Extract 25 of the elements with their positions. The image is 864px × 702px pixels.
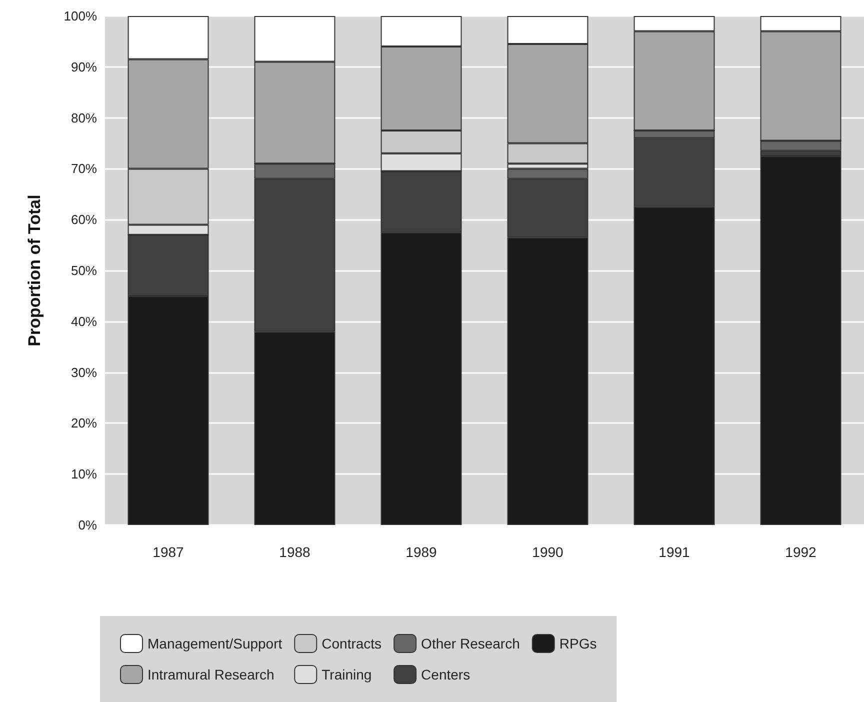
legend-label: Management/Support: [148, 636, 282, 652]
y-tick-label: 30%: [70, 364, 98, 380]
x-tick-label: 1989: [406, 544, 438, 560]
x-tick-label: 1992: [785, 544, 817, 560]
legend-label: Contracts: [322, 636, 382, 652]
legend-label: Other Research: [421, 636, 520, 652]
y-tick-label: 80%: [70, 110, 98, 126]
y-tick-label: 70%: [70, 161, 98, 176]
y-tick-label: 10%: [70, 466, 98, 482]
legend-label: Training: [322, 666, 372, 682]
x-tick-label: 1991: [658, 544, 690, 560]
x-tick-label: 1988: [279, 544, 311, 560]
y-tick-label: 0%: [78, 518, 98, 532]
y-tick-label: 60%: [70, 212, 98, 228]
y-tick-label: 40%: [70, 314, 98, 329]
y-tick-label: 100%: [64, 8, 98, 24]
legend-label: RPGs: [559, 636, 597, 652]
legend-label: Intramural Research: [148, 666, 274, 682]
y-tick-label: 90%: [70, 59, 98, 74]
y-tick-label: 20%: [70, 416, 98, 431]
legend-label: Centers: [421, 666, 470, 682]
x-tick-label: 1987: [152, 544, 184, 560]
y-axis-title: Proportion of Total: [25, 194, 44, 346]
x-tick-label: 1990: [532, 544, 564, 560]
y-tick-label: 50%: [70, 263, 98, 278]
